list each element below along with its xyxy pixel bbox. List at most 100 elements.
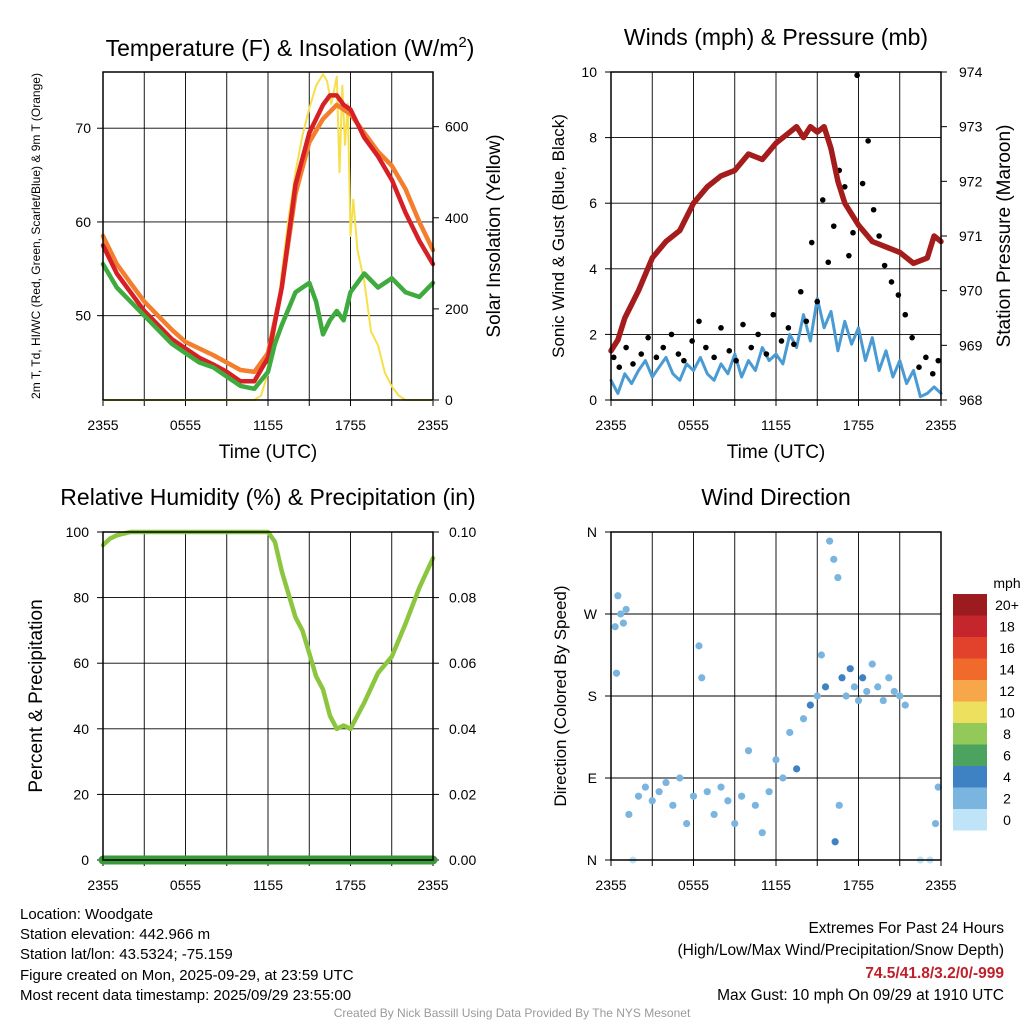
x-tick-label: 1755 — [843, 877, 874, 893]
y-tick-label: 2 — [589, 326, 597, 342]
gust-point — [865, 138, 871, 144]
latlon-text: Station lat/lon: 43.5324; -75.159 — [20, 946, 233, 964]
gust-point — [791, 341, 797, 348]
legend-label: 2 — [1003, 791, 1011, 807]
legend-label: 16 — [999, 640, 1015, 656]
gust-point — [841, 184, 848, 190]
direction-point — [614, 592, 622, 600]
direction-point — [890, 687, 898, 696]
y-tick-label: 70 — [75, 120, 91, 136]
extremes-title: Extremes For Past 24 Hours — [808, 920, 1004, 937]
y2-tick-label: 0 — [445, 392, 453, 408]
location-text: Location: Woodgate — [20, 906, 154, 923]
y2-tick-label: 0.06 — [449, 655, 476, 671]
gust-point — [830, 223, 837, 229]
y2-tick-label: 200 — [445, 301, 469, 317]
gust-point — [610, 354, 617, 361]
gust-point — [703, 344, 709, 351]
gust-point — [881, 262, 888, 269]
gust-point — [718, 325, 724, 331]
legend-label: 14 — [999, 662, 1015, 678]
y-tick-label: W — [584, 606, 598, 622]
direction-point — [821, 683, 830, 691]
direction-point — [830, 555, 838, 563]
gust-point — [814, 298, 821, 305]
direction-point — [717, 783, 725, 791]
y-tick-label: 4 — [589, 261, 597, 277]
x-tick-label: 2355 — [87, 417, 118, 433]
gust-point — [668, 331, 675, 338]
direction-point — [879, 696, 887, 705]
legend-swatch — [953, 723, 987, 745]
gust-point — [929, 370, 936, 377]
y2-axis-label: Station Pressure (Maroon) — [994, 125, 1015, 348]
direction-point — [901, 701, 909, 709]
gust-point — [876, 233, 882, 239]
gust-point — [859, 180, 866, 187]
y-axis-label: 2m T, Td, HI/WC (Red, Green, Scarlet/Blu… — [29, 73, 43, 399]
direction-point — [765, 788, 773, 796]
y2-tick-label: 969 — [959, 337, 983, 353]
gust-point — [733, 357, 739, 364]
y-tick-label: 0 — [589, 392, 597, 408]
y-axis-label: Direction (Colored By Speed) — [551, 585, 570, 806]
gust-point — [870, 206, 877, 213]
y-tick-label: 60 — [73, 655, 89, 671]
extremes-subtitle: (High/Low/Max Wind/Precipitation/Snow De… — [677, 942, 1005, 960]
direction-point — [835, 801, 843, 809]
direction-point — [838, 674, 846, 682]
direction-point — [738, 792, 746, 800]
x-tick-label: 1155 — [761, 417, 791, 433]
direction-point — [806, 701, 814, 709]
y2-tick-label: 0.00 — [449, 852, 476, 868]
gust-point — [846, 252, 852, 259]
gust-point — [748, 344, 755, 351]
gust-point — [770, 311, 777, 318]
direction-point — [744, 747, 753, 755]
y2-tick-label: 0.08 — [449, 590, 476, 606]
direction-point — [655, 788, 663, 796]
x-tick-label: 2355 — [595, 417, 626, 433]
y2-tick-label: 400 — [445, 210, 469, 226]
legend-swatch — [953, 744, 987, 766]
extremes-values: 74.5/41.8/3.2/0/-999 — [865, 964, 1004, 982]
y-tick-label: 80 — [73, 590, 89, 606]
chart-title: Winds (mph) & Pressure (mb) — [624, 24, 928, 50]
x-tick-label: 1755 — [335, 417, 366, 433]
gust-point — [645, 334, 651, 341]
x-tick-label: 0555 — [170, 877, 201, 893]
direction-point — [683, 819, 691, 828]
gust-point — [825, 259, 832, 266]
direction-point — [874, 683, 882, 691]
legend-swatch — [953, 637, 987, 659]
legend-label: 12 — [999, 683, 1015, 699]
y2-tick-label: 973 — [959, 119, 983, 135]
gust-point — [808, 239, 815, 246]
x-tick-label: 2355 — [417, 877, 448, 893]
direction-point — [793, 765, 801, 773]
credit-line: Created By Nick Bassill Using Data Provi… — [333, 1006, 691, 1020]
y2-tick-label: 600 — [445, 119, 469, 135]
y2-tick-label: 0.10 — [449, 524, 476, 540]
direction-point — [724, 797, 732, 805]
legend-swatch — [953, 701, 987, 723]
plot-border — [610, 531, 942, 861]
direction-point — [786, 728, 794, 737]
y-tick-label: 100 — [66, 524, 90, 540]
gust-point — [689, 338, 695, 344]
direction-point — [758, 829, 766, 837]
y2-tick-label: 0.02 — [449, 786, 476, 802]
legend-label: 0 — [1003, 812, 1011, 828]
x-tick-label: 1155 — [253, 877, 283, 893]
x-tick-label: 0555 — [678, 877, 709, 893]
legend-swatch — [953, 680, 987, 702]
gust-point — [797, 288, 804, 295]
legend-label: 20+ — [995, 597, 1019, 613]
y-tick-label: 0 — [81, 852, 89, 868]
direction-point — [619, 619, 627, 627]
gust-point — [902, 311, 909, 318]
x-tick-label: 2355 — [595, 877, 626, 893]
gust-point — [675, 351, 682, 357]
direction-point — [689, 792, 698, 800]
direction-point — [859, 674, 867, 682]
